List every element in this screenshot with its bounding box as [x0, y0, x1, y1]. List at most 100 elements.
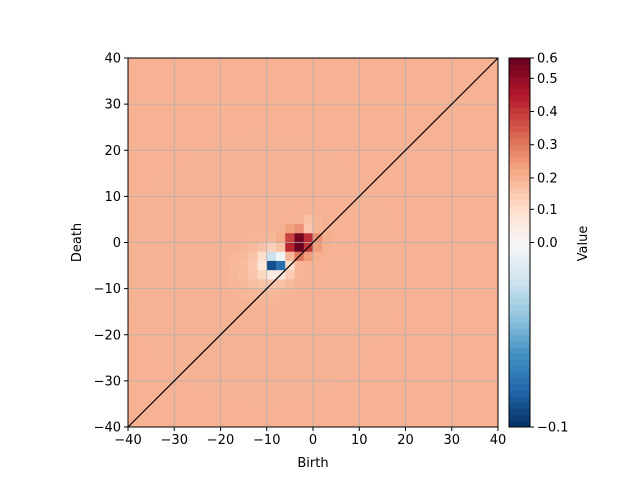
heatmap-cell — [359, 371, 369, 382]
heatmap-cell — [276, 168, 286, 179]
heatmap-cell — [229, 177, 240, 188]
heatmap-cell — [285, 390, 295, 400]
heatmap-cell — [470, 214, 480, 225]
colorbar-label: Value — [576, 226, 591, 262]
heatmap-cell — [396, 417, 406, 428]
heatmap-cell — [174, 343, 184, 354]
heatmap-cell — [322, 362, 332, 373]
heatmap-cell — [174, 104, 184, 114]
colorbar-segment — [509, 334, 530, 342]
heatmap-cell — [424, 408, 434, 419]
heatmap-cell — [313, 205, 323, 216]
heatmap-cell — [340, 196, 351, 207]
heatmap-cell — [451, 141, 462, 151]
colorbar-tick-label: 0.3 — [537, 138, 558, 153]
y-tick-label: 10 — [104, 190, 121, 205]
heatmap-cell — [359, 242, 369, 253]
heatmap-cell — [470, 362, 480, 373]
heatmap-cell — [405, 297, 416, 308]
heatmap-cell — [442, 288, 453, 299]
heatmap-cell — [229, 270, 240, 280]
x-axis: −40 −30 −20 −10 0 10 20 30 40 — [114, 427, 506, 448]
heatmap-cell — [414, 288, 425, 299]
heatmap-cell — [220, 417, 231, 428]
heatmap-cell — [377, 343, 388, 354]
heatmap-cell — [137, 399, 147, 409]
heatmap-cell — [461, 159, 471, 170]
colorbar-tick-label: 0.6 — [537, 52, 558, 67]
heatmap-cell — [433, 150, 443, 160]
heatmap-cell — [387, 131, 397, 142]
heatmap-cell — [368, 94, 379, 105]
colorbar-segment — [509, 365, 530, 373]
heatmap-cell — [276, 334, 286, 345]
heatmap-cell — [285, 353, 295, 363]
heatmap-cell — [451, 159, 462, 170]
heatmap-cell — [442, 362, 453, 373]
heatmap-cell — [174, 196, 184, 207]
heatmap-cell — [368, 251, 379, 262]
heatmap-cell — [266, 353, 277, 363]
heatmap-cell — [387, 353, 397, 363]
heatmap-cell — [183, 251, 194, 262]
heatmap-cell — [461, 260, 471, 271]
heatmap-cell — [350, 334, 360, 345]
heatmap-cell — [470, 205, 480, 216]
heatmap-cell — [248, 168, 258, 179]
heatmap-cell — [359, 168, 369, 179]
y-tick-label: −40 — [94, 421, 121, 436]
heatmap-cell — [313, 251, 323, 262]
heatmap-cell — [451, 399, 462, 409]
heatmap-cell — [155, 58, 166, 68]
heatmap-cell — [248, 85, 258, 96]
heatmap-cell — [239, 297, 249, 308]
heatmap-cell — [294, 131, 305, 142]
heatmap-cell — [331, 131, 342, 142]
heatmap-cell — [340, 177, 351, 188]
heatmap-cell — [257, 325, 268, 336]
heatmap-cell — [202, 113, 212, 123]
heatmap-cell — [368, 316, 379, 326]
heatmap-cell — [285, 371, 295, 382]
heatmap-cell — [350, 113, 360, 123]
heatmap-cell — [137, 122, 147, 133]
heatmap-cell — [248, 362, 258, 373]
heatmap-cell — [414, 67, 425, 77]
heatmap-cell — [285, 417, 295, 428]
heatmap-cell — [285, 131, 295, 142]
heatmap-cell — [359, 353, 369, 363]
heatmap-cell — [239, 417, 249, 428]
heatmap-cell — [229, 122, 240, 133]
heatmap-cell — [276, 159, 286, 170]
heatmap-cell — [303, 205, 314, 216]
heatmap-cell — [183, 177, 194, 188]
heatmap-cell — [266, 233, 277, 243]
heatmap-cell — [387, 408, 397, 419]
heatmap-cell — [340, 288, 351, 299]
heatmap-cell — [137, 380, 147, 391]
heatmap-cell — [368, 104, 379, 114]
heatmap-cell — [424, 85, 434, 96]
heatmap-cell — [137, 187, 147, 197]
heatmap-cell — [146, 362, 157, 373]
heatmap-cell — [414, 141, 425, 151]
heatmap-cell — [313, 260, 323, 271]
heatmap-cell — [137, 196, 147, 207]
heatmap-cell — [396, 316, 406, 326]
heatmap-cell — [146, 233, 157, 243]
heatmap-cell — [229, 58, 240, 68]
colorbar-segment — [509, 64, 530, 71]
heatmap-cell — [442, 94, 453, 105]
heatmap-cell — [488, 214, 499, 225]
heatmap-cell — [377, 279, 388, 290]
heatmap-cell — [331, 408, 342, 419]
heatmap-cell — [192, 334, 203, 345]
heatmap-cell — [174, 353, 184, 363]
heatmap-cell — [470, 334, 480, 345]
heatmap-cell — [377, 417, 388, 428]
heatmap-cell — [433, 371, 443, 382]
heatmap-cell — [192, 205, 203, 216]
heatmap-cell — [202, 141, 212, 151]
heatmap-cell — [294, 279, 305, 290]
diagonal-line — [127, 57, 499, 428]
